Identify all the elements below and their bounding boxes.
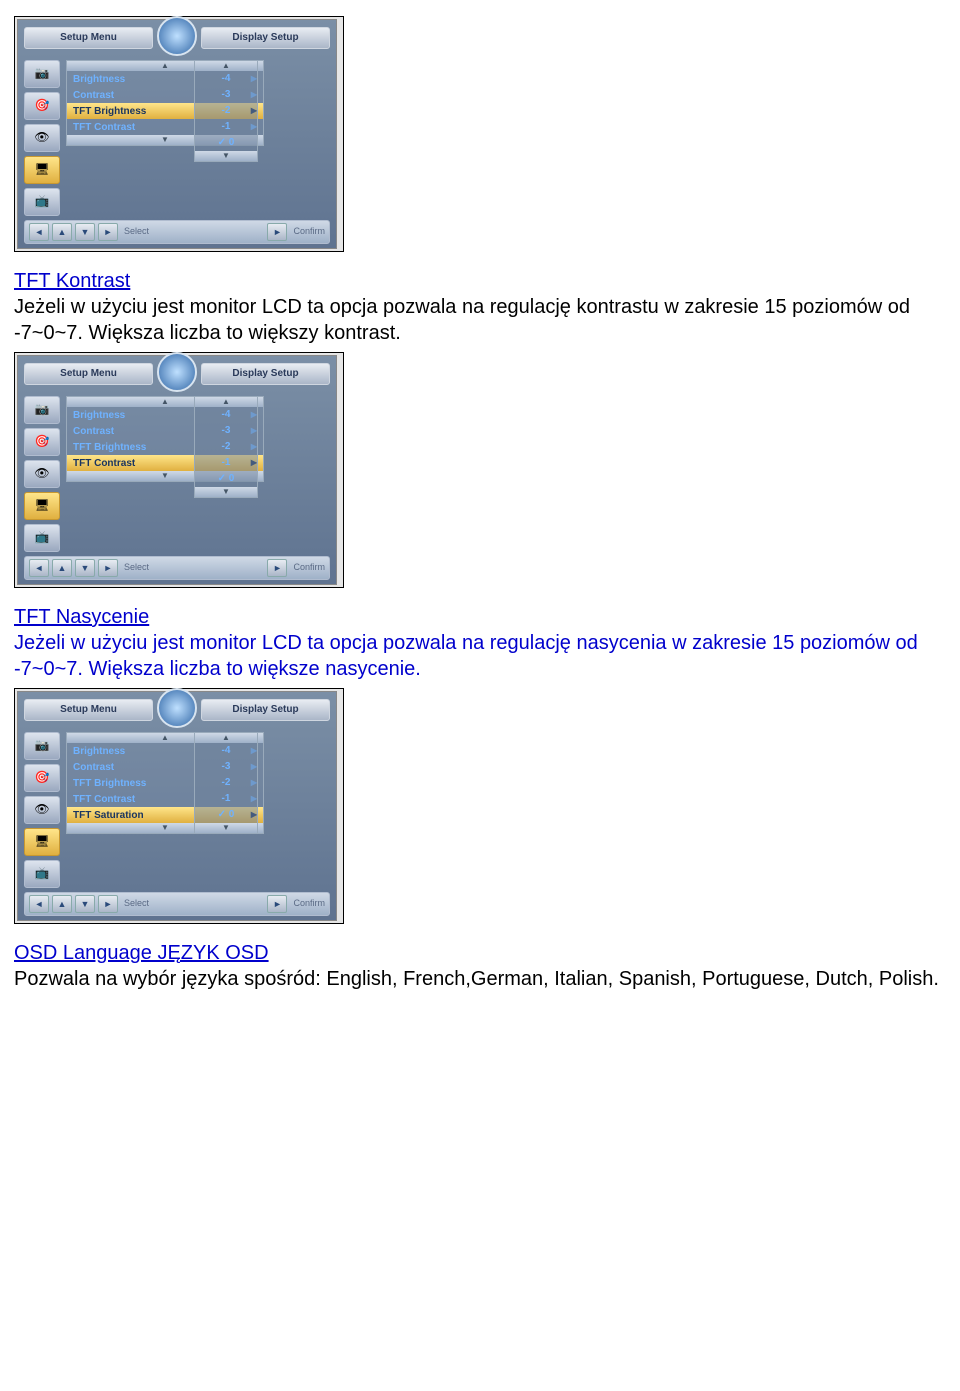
setup-menu-pill: Setup Menu [24, 27, 153, 49]
nav-down-icon: ▼ [75, 559, 95, 577]
osd-screenshot-3: Setup Menu Display Setup 📷 🎯 👁 🖥 📺 ▲ Bri… [14, 688, 344, 924]
values-scroll-down-icon: ▼ [195, 823, 257, 833]
display-setup-pill: Display Setup [201, 363, 330, 385]
osd-sidebar: 📷 🎯 👁 🖥 📺 [24, 396, 60, 552]
value-row: -2 [195, 775, 257, 791]
sidebar-icon-2: 🎯 [24, 428, 60, 456]
sidebar-icon-5: 📺 [24, 524, 60, 552]
sidebar-icon-1: 📷 [24, 732, 60, 760]
heading-tft-nasycenie: TFT Nasycenie [14, 606, 149, 628]
values-scroll-down-icon: ▼ [195, 151, 257, 161]
sidebar-icon-3: 👁 [24, 460, 60, 488]
value-row-selected: ✓ 0 [195, 471, 257, 487]
sidebar-icon-5: 📺 [24, 188, 60, 216]
value-row: -3 [195, 759, 257, 775]
nav-confirm-icon: ► [267, 223, 287, 241]
value-row: -3 [195, 423, 257, 439]
sidebar-icon-2: 🎯 [24, 92, 60, 120]
text-osd-language: Pozwala na wybór języka spośród: English… [14, 968, 939, 990]
heading-tft-kontrast: TFT Kontrast [14, 270, 130, 292]
osd-sidebar: 📷 🎯 👁 🖥 📺 [24, 732, 60, 888]
value-row-selected: ✓ 0 [195, 135, 257, 151]
display-setup-pill: Display Setup [201, 27, 330, 49]
value-row: -3 [195, 87, 257, 103]
sidebar-icon-display: 🖥 [24, 492, 60, 520]
value-row: -1 [195, 119, 257, 135]
nav-up-icon: ▲ [52, 895, 72, 913]
values-scroll-up-icon: ▲ [195, 397, 257, 407]
nav-confirm-icon: ► [267, 895, 287, 913]
nav-left-icon: ◄ [29, 895, 49, 913]
text-tft-kontrast: Jeżeli w użyciu jest monitor LCD ta opcj… [14, 296, 910, 344]
nav-up-icon: ▲ [52, 223, 72, 241]
nav-left-icon: ◄ [29, 559, 49, 577]
text-tft-nasycenie: Jeżeli w użyciu jest monitor LCD ta opcj… [14, 632, 918, 680]
nav-up-icon: ▲ [52, 559, 72, 577]
nav-confirm-label: Confirm [293, 898, 325, 910]
nav-right-icon: ► [98, 559, 118, 577]
value-row: -1 [195, 455, 257, 471]
osd-logo-icon [157, 16, 197, 56]
osd-logo-icon [157, 688, 197, 728]
sidebar-icon-2: 🎯 [24, 764, 60, 792]
nav-down-icon: ▼ [75, 223, 95, 241]
value-row: -4 [195, 71, 257, 87]
value-row: -4 [195, 407, 257, 423]
sidebar-icon-3: 👁 [24, 124, 60, 152]
heading-osd-language: OSD Language JĘZYK OSD [14, 942, 269, 964]
osd-logo-icon [157, 352, 197, 392]
osd-values-panel: ▲ -4 -3 -2 -1 ✓ 0 ▼ [194, 60, 258, 162]
setup-menu-pill: Setup Menu [24, 699, 153, 721]
nav-select-label: Select [124, 898, 149, 910]
sidebar-icon-1: 📷 [24, 60, 60, 88]
osd-values-panel: ▲ -4 -3 -2 -1 ✓ 0 ▼ [194, 396, 258, 498]
sidebar-icon-5: 📺 [24, 860, 60, 888]
value-row: -2 [195, 103, 257, 119]
nav-right-icon: ► [98, 895, 118, 913]
values-scroll-up-icon: ▲ [195, 61, 257, 71]
nav-left-icon: ◄ [29, 223, 49, 241]
value-row: -4 [195, 743, 257, 759]
osd-sidebar: 📷 🎯 👁 🖥 📺 [24, 60, 60, 216]
display-setup-pill: Display Setup [201, 699, 330, 721]
value-row: -2 [195, 439, 257, 455]
nav-confirm-icon: ► [267, 559, 287, 577]
nav-select-label: Select [124, 226, 149, 238]
osd-bottom-bar: ◄ ▲ ▼ ► Select ► Confirm [24, 556, 330, 580]
values-scroll-down-icon: ▼ [195, 487, 257, 497]
osd-screenshot-1: Setup Menu Display Setup 📷 🎯 👁 🖥 📺 ▲ Bri… [14, 16, 344, 252]
sidebar-icon-1: 📷 [24, 396, 60, 424]
sidebar-icon-display: 🖥 [24, 156, 60, 184]
nav-down-icon: ▼ [75, 895, 95, 913]
sidebar-icon-display: 🖥 [24, 828, 60, 856]
sidebar-icon-3: 👁 [24, 796, 60, 824]
values-scroll-up-icon: ▲ [195, 733, 257, 743]
nav-select-label: Select [124, 562, 149, 574]
nav-right-icon: ► [98, 223, 118, 241]
setup-menu-pill: Setup Menu [24, 363, 153, 385]
value-row: -1 [195, 791, 257, 807]
osd-screenshot-2: Setup Menu Display Setup 📷 🎯 👁 🖥 📺 ▲ Bri… [14, 352, 344, 588]
value-row-selected: ✓ 0 [195, 807, 257, 823]
nav-confirm-label: Confirm [293, 226, 325, 238]
osd-values-panel: ▲ -4 -3 -2 -1 ✓ 0 ▼ [194, 732, 258, 834]
osd-bottom-bar: ◄ ▲ ▼ ► Select ► Confirm [24, 220, 330, 244]
osd-bottom-bar: ◄ ▲ ▼ ► Select ► Confirm [24, 892, 330, 916]
nav-confirm-label: Confirm [293, 562, 325, 574]
